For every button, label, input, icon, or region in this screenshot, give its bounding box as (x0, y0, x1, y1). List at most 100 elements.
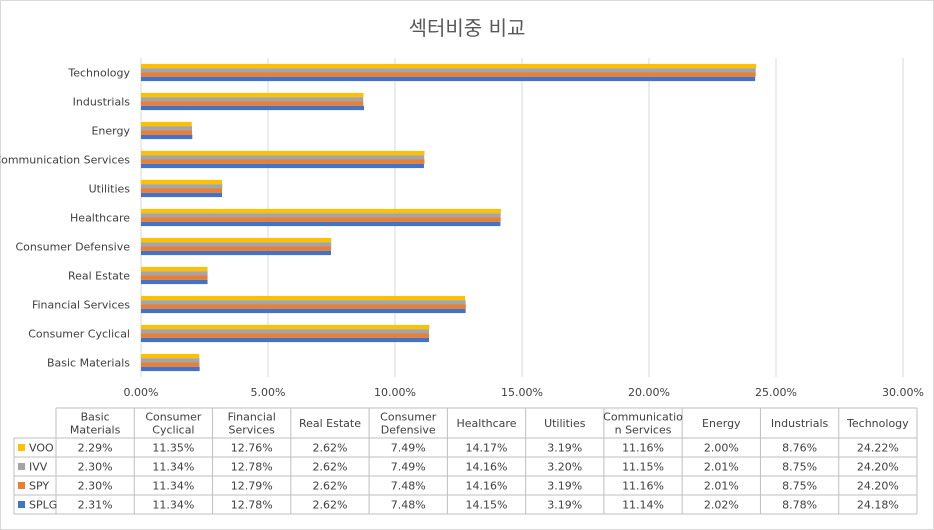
bar-spy (141, 333, 430, 338)
bar-spy (141, 217, 501, 222)
bar-spy (141, 130, 193, 135)
legend-key-ivv (18, 463, 25, 470)
table-header: Technology (846, 417, 909, 430)
table-cell: 3.19% (547, 442, 582, 455)
bar-ivv (141, 184, 223, 189)
legend-label: SPLG (29, 499, 57, 512)
table-cell: 3.19% (547, 480, 582, 493)
table-cell: 12.78% (231, 499, 273, 512)
bar-voo (141, 179, 223, 185)
bar-voo (141, 92, 364, 98)
table-cell: 2.29% (78, 442, 113, 455)
table-cell: 11.16% (622, 480, 664, 493)
table-cell: 2.62% (312, 461, 347, 474)
bar-ivv (141, 155, 425, 160)
table-cell: 12.76% (231, 442, 273, 455)
table-cell: 14.16% (466, 480, 508, 493)
table-cell: 7.48% (391, 480, 426, 493)
category-label: Utilities (89, 183, 131, 196)
category-label: Consumer Defensive (15, 241, 130, 254)
legend-key-splg (18, 501, 25, 508)
bar-splg (141, 192, 223, 198)
table-cell: 2.01% (704, 461, 739, 474)
table-cell: 14.16% (466, 461, 508, 474)
category-label: Energy (91, 125, 130, 138)
legend-label: VOO (29, 442, 54, 455)
bar-voo (141, 324, 430, 330)
table-cell: 12.79% (231, 480, 273, 493)
legend-key-voo (18, 444, 25, 451)
category-label: Healthcare (70, 212, 130, 225)
table-cell: 2.30% (78, 480, 113, 493)
table-header: Real Estate (299, 417, 361, 430)
bar-voo (141, 208, 501, 214)
table-cell: 11.34% (152, 480, 194, 493)
table-header: Healthcare (457, 417, 517, 430)
x-tick-label: 25.00% (755, 386, 797, 399)
bar-splg (141, 366, 200, 372)
bar-ivv (141, 97, 364, 102)
bar-voo (141, 295, 466, 301)
x-tick-label: 5.00% (251, 386, 286, 399)
table-cell: 2.62% (312, 442, 347, 455)
table-cell: 11.14% (622, 499, 664, 512)
table-cell: 3.19% (547, 499, 582, 512)
table-header: Industrials (771, 417, 829, 430)
bar-spy (141, 275, 208, 280)
category-label: Financial Services (32, 299, 130, 312)
bar-splg (141, 337, 430, 343)
bar-ivv (141, 329, 430, 334)
table-cell: 2.31% (78, 499, 113, 512)
table-cell: 2.30% (78, 461, 113, 474)
table-header: Consumer Defensive (380, 411, 437, 437)
x-tick-label: 10.00% (374, 386, 416, 399)
table-cell: 12.78% (231, 461, 273, 474)
table-cell: 24.20% (857, 480, 899, 493)
legend-key-spy (18, 482, 25, 489)
table-header: Basic Materials (70, 411, 121, 437)
bar-splg (141, 308, 466, 314)
table-cell: 2.00% (704, 442, 739, 455)
category-label: Real Estate (68, 270, 130, 283)
table-cell: 24.18% (857, 499, 899, 512)
bar-spy (141, 188, 223, 193)
table-cell: 11.16% (622, 442, 664, 455)
bar-ivv (141, 126, 193, 131)
category-label: Technology (67, 67, 130, 80)
table-header: Consumer Cyclical (145, 411, 202, 437)
bar-splg (141, 163, 424, 169)
table-cell: 8.75% (782, 480, 817, 493)
bar-spy (141, 362, 200, 367)
table-cell: 11.35% (152, 442, 194, 455)
table-cell: 2.62% (312, 499, 347, 512)
bar-spy (141, 304, 466, 309)
chart-title: 섹터비중 비교 (408, 16, 526, 40)
category-label: Communication Services (0, 154, 130, 167)
bar-splg (141, 105, 365, 111)
bar-spy (141, 101, 364, 106)
table-header: Communicatio n Services (603, 411, 683, 437)
bar-voo (141, 353, 200, 359)
table-header: Utilities (544, 417, 586, 430)
table-cell: 3.20% (547, 461, 582, 474)
bar-voo (141, 266, 208, 272)
table-cell: 24.20% (857, 461, 899, 474)
table-cell: 11.15% (622, 461, 664, 474)
table-cell: 11.34% (152, 461, 194, 474)
bar-ivv (141, 358, 200, 363)
table-cell: 2.62% (312, 480, 347, 493)
bar-spy (141, 72, 756, 77)
bar-voo (141, 237, 332, 243)
bar-ivv (141, 300, 466, 305)
bar-ivv (141, 242, 332, 247)
bar-voo (141, 63, 757, 69)
bar-splg (141, 250, 331, 256)
table-cell: 8.76% (782, 442, 817, 455)
table-cell: 24.22% (857, 442, 899, 455)
table-cell: 7.49% (391, 442, 426, 455)
bar-splg (141, 279, 208, 285)
table-cell: 7.48% (391, 499, 426, 512)
bar-splg (141, 76, 756, 82)
